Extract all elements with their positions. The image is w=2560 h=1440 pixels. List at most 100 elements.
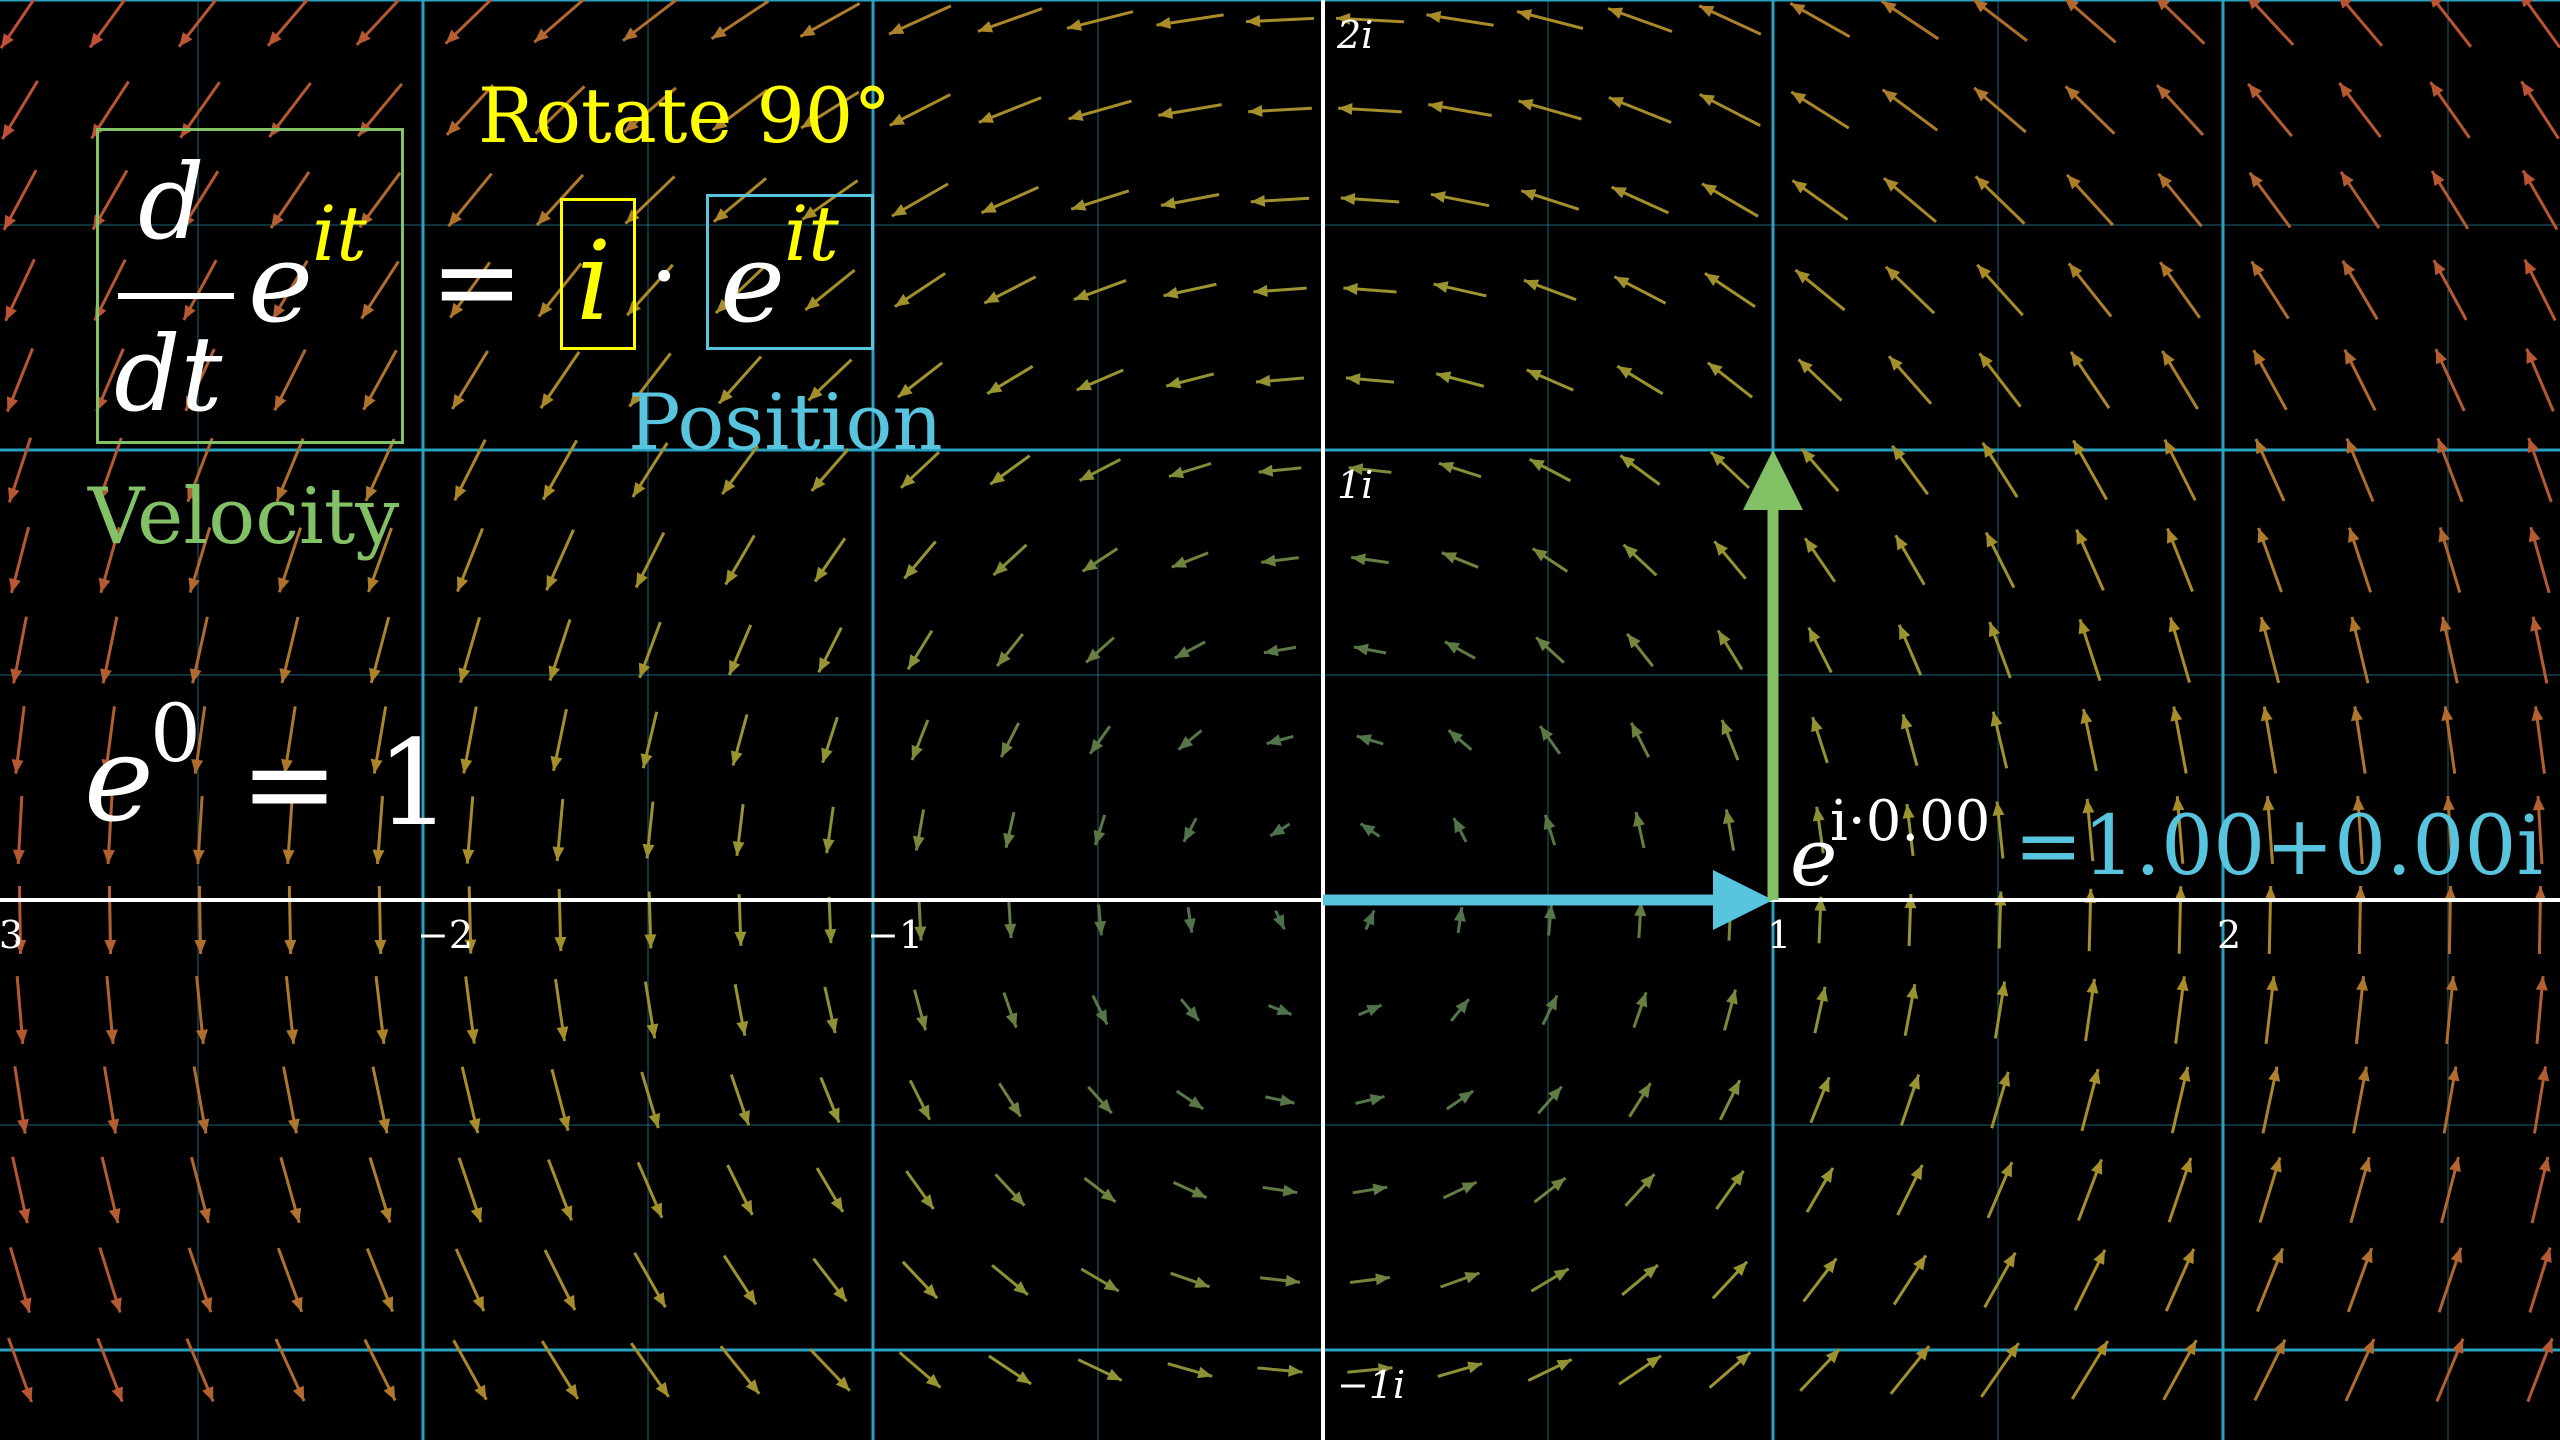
field-arrow-icon bbox=[187, 1247, 213, 1313]
field-arrow-icon bbox=[1899, 1074, 1921, 1126]
field-arrow-icon bbox=[903, 540, 937, 580]
field-arrow-icon bbox=[550, 1068, 571, 1132]
field-arrow-icon bbox=[2067, 262, 2113, 318]
field-arrow-icon bbox=[1608, 96, 1672, 124]
field-arrow-icon bbox=[899, 451, 941, 489]
field-arrow-icon bbox=[1426, 10, 1494, 27]
field-arrow-icon bbox=[1266, 734, 1294, 746]
field-arrow-icon bbox=[277, 527, 303, 593]
field-arrow-icon bbox=[711, 88, 769, 132]
field-arrow-icon bbox=[630, 1342, 670, 1398]
field-arrow-icon bbox=[1158, 103, 1222, 119]
field-arrow-icon bbox=[733, 984, 749, 1036]
field-arrow-icon bbox=[284, 885, 297, 955]
field-arrow-icon bbox=[896, 361, 944, 399]
field-arrow-icon bbox=[1435, 371, 1485, 388]
field-arrow-icon bbox=[2439, 616, 2459, 684]
field-arrow-icon bbox=[1528, 457, 1572, 483]
field-arrow-icon bbox=[2157, 0, 2206, 45]
field-arrow-icon bbox=[1273, 909, 1286, 931]
field-arrow-icon bbox=[12, 795, 25, 865]
field-arrow-icon bbox=[1543, 814, 1557, 846]
field-arrow-icon bbox=[1349, 1273, 1391, 1286]
field-arrow-icon bbox=[1453, 906, 1466, 934]
field-arrow-icon bbox=[1428, 100, 1492, 117]
field-arrow-icon bbox=[822, 806, 835, 854]
field-arrow-icon bbox=[2528, 1247, 2552, 1313]
field-arrow-icon bbox=[891, 182, 949, 218]
field-arrow-icon bbox=[2351, 706, 2367, 774]
field-arrow-icon bbox=[1444, 640, 1476, 660]
field-arrow-icon bbox=[2432, 259, 2468, 321]
field-arrow-icon bbox=[102, 1066, 120, 1134]
field-arrow-icon bbox=[358, 171, 402, 229]
field-arrow-icon bbox=[2162, 1339, 2198, 1401]
rotate-box bbox=[560, 198, 636, 350]
field-arrow-icon bbox=[1896, 1164, 1924, 1216]
field-arrow-icon bbox=[374, 976, 389, 1044]
field-arrow-icon bbox=[1634, 901, 1647, 939]
field-arrow-icon bbox=[1973, 86, 2027, 134]
field-arrow-icon bbox=[97, 437, 123, 503]
field-arrow-icon bbox=[1171, 551, 1209, 569]
field-arrow-icon bbox=[273, 348, 307, 412]
field-arrow-icon bbox=[1338, 102, 1402, 115]
exp-power-it: it bbox=[312, 189, 367, 278]
field-arrow-icon bbox=[2528, 526, 2551, 594]
field-arrow-icon bbox=[368, 1157, 392, 1223]
field-arrow-icon bbox=[2075, 529, 2105, 591]
field-arrow-icon bbox=[2445, 976, 2458, 1044]
field-arrow-icon bbox=[1357, 1003, 1383, 1017]
field-arrow-icon bbox=[370, 706, 388, 774]
field-arrow-icon bbox=[2084, 978, 2099, 1042]
field-arrow-icon bbox=[994, 1173, 1026, 1207]
field-arrow-icon bbox=[1621, 1263, 1659, 1297]
field-arrow-icon bbox=[100, 616, 119, 684]
field-arrow-icon bbox=[460, 1066, 481, 1134]
field-arrow-icon bbox=[1, 80, 39, 140]
field-arrow-icon bbox=[1530, 1267, 1570, 1293]
field-arrow-icon bbox=[2248, 171, 2292, 229]
field-arrow-icon bbox=[1629, 722, 1651, 758]
field-arrow-icon bbox=[1986, 1161, 2014, 1219]
velocity-vector-arrow-icon bbox=[1743, 450, 1803, 900]
x-tick-label: −2 bbox=[417, 913, 474, 957]
field-arrow-icon bbox=[1253, 284, 1307, 297]
field-arrow-icon bbox=[276, 1247, 304, 1313]
field-arrow-icon bbox=[894, 272, 946, 308]
field-arrow-icon bbox=[1440, 1271, 1480, 1289]
field-arrow-icon bbox=[11, 706, 26, 774]
field-arrow-icon bbox=[188, 527, 212, 593]
initial-rhs: = 1 bbox=[240, 714, 452, 852]
field-arrow-icon bbox=[2344, 1338, 2376, 1402]
field-arrow-icon bbox=[1445, 1089, 1475, 1111]
field-arrow-icon bbox=[374, 885, 387, 955]
field-arrow-icon bbox=[978, 96, 1042, 124]
field-arrow-icon bbox=[9, 526, 31, 594]
field-arrow-icon bbox=[2161, 350, 2199, 410]
field-arrow-icon bbox=[2345, 438, 2375, 502]
field-arrow-icon bbox=[2525, 348, 2555, 412]
field-arrow-icon bbox=[912, 809, 926, 851]
field-arrow-icon bbox=[2155, 83, 2205, 137]
field-arrow-icon bbox=[913, 989, 928, 1031]
field-arrow-icon bbox=[9, 1246, 32, 1314]
field-arrow-icon bbox=[1437, 1361, 1483, 1378]
field-arrow-icon bbox=[2354, 885, 2367, 955]
field-arrow-icon bbox=[1891, 444, 1929, 496]
field-arrow-icon bbox=[988, 1354, 1032, 1386]
field-arrow-icon bbox=[372, 795, 385, 865]
field-arrow-icon bbox=[1353, 643, 1387, 656]
field-arrow-icon bbox=[623, 86, 677, 134]
field-arrow-icon bbox=[643, 981, 659, 1039]
field-arrow-icon bbox=[281, 706, 297, 774]
field-arrow-icon bbox=[1351, 553, 1389, 566]
field-arrow-icon bbox=[719, 1345, 761, 1395]
field-arrow-icon bbox=[1978, 352, 2022, 408]
field-arrow-icon bbox=[1811, 716, 1829, 764]
field-arrow-icon bbox=[1984, 531, 2016, 589]
field-arrow-icon bbox=[2064, 85, 2116, 135]
field-arrow-icon bbox=[1628, 1082, 1652, 1118]
field-arrow-icon bbox=[95, 348, 125, 412]
field-arrow-icon bbox=[542, 439, 578, 501]
